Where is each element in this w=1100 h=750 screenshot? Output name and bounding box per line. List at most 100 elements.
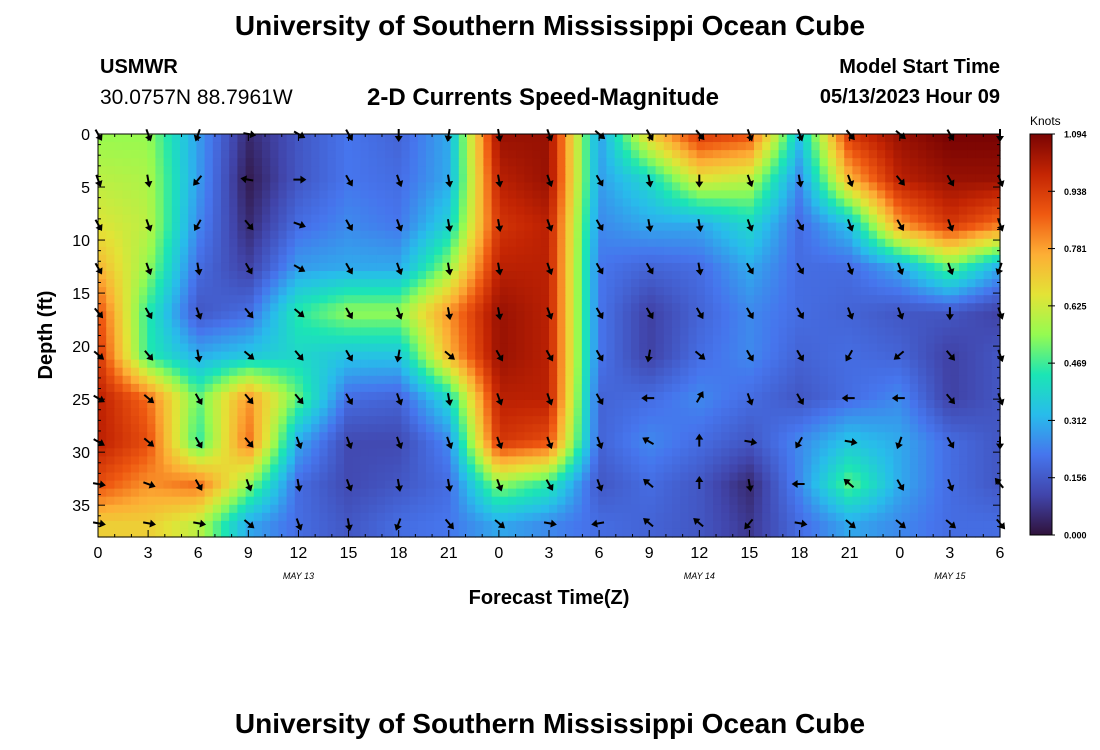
heat-cell xyxy=(524,399,534,409)
heat-cell xyxy=(549,150,558,159)
heat-cell xyxy=(426,343,435,353)
heat-cell xyxy=(754,230,763,240)
heat-cell xyxy=(171,319,181,329)
heat-cell xyxy=(967,206,976,216)
heat-cell xyxy=(319,464,329,474)
heat-cell xyxy=(245,488,255,498)
heat-cell xyxy=(606,343,616,353)
heat-cell xyxy=(303,440,312,449)
heat-cell xyxy=(639,375,648,385)
heat-cell xyxy=(901,158,911,167)
heat-cell xyxy=(909,287,919,296)
heat-cell xyxy=(483,158,493,167)
heat-cell xyxy=(139,472,148,482)
heat-cell xyxy=(950,303,960,312)
heat-cell xyxy=(811,472,821,482)
heat-cell xyxy=(655,408,665,417)
heat-cell xyxy=(516,472,525,482)
heat-cell xyxy=(352,142,361,151)
heat-cell xyxy=(262,440,271,449)
heat-cell xyxy=(885,367,894,377)
heat-cell xyxy=(122,375,132,385)
heat-cell xyxy=(991,295,1001,304)
heat-cell xyxy=(122,198,132,208)
heat-cell xyxy=(442,416,452,425)
heat-cell xyxy=(926,416,935,425)
heat-cell xyxy=(540,271,550,280)
heat-cell xyxy=(196,214,206,224)
heat-cell xyxy=(868,222,878,232)
heat-cell xyxy=(401,383,411,393)
heat-cell xyxy=(885,464,894,474)
heat-cell xyxy=(877,367,886,377)
heat-cell xyxy=(991,214,1001,224)
heat-cell xyxy=(606,448,616,457)
station-name: USMWR xyxy=(100,56,178,78)
heat-cell xyxy=(565,230,575,240)
heat-cell xyxy=(442,295,452,304)
heat-cell xyxy=(827,230,837,240)
heat-cell xyxy=(795,383,804,393)
heat-cell xyxy=(344,375,353,385)
heat-cell xyxy=(909,262,919,272)
heat-cell xyxy=(450,416,460,425)
heat-cell xyxy=(467,150,476,159)
heat-cell xyxy=(98,198,107,208)
heat-cell xyxy=(499,432,509,441)
heat-cell xyxy=(335,319,345,329)
heat-cell xyxy=(590,448,599,457)
heat-cell xyxy=(311,464,320,474)
heat-cell xyxy=(729,238,739,248)
heat-cell xyxy=(877,238,886,248)
heat-cell xyxy=(926,480,935,490)
heat-cell xyxy=(786,150,796,159)
heat-cell xyxy=(311,375,320,385)
heat-cell xyxy=(319,295,329,304)
heat-cell xyxy=(491,488,501,498)
heat-cell xyxy=(844,198,853,208)
heat-cell xyxy=(836,432,845,441)
heat-cell xyxy=(212,416,222,425)
heat-cell xyxy=(188,367,197,377)
heat-cell xyxy=(499,182,509,192)
heat-cell xyxy=(860,432,870,441)
heat-cell xyxy=(180,311,189,320)
heat-cell xyxy=(950,198,960,208)
heat-cell xyxy=(163,488,173,498)
heat-cell xyxy=(286,464,296,474)
heat-cell xyxy=(844,335,853,345)
heat-cell xyxy=(672,367,681,377)
heat-cell xyxy=(458,383,468,393)
heat-cell xyxy=(540,166,550,175)
heat-cell xyxy=(327,327,337,337)
heat-cell xyxy=(663,166,673,175)
heat-cell xyxy=(212,222,222,232)
heat-cell xyxy=(270,182,279,192)
heat-cell xyxy=(877,383,886,393)
heat-cell xyxy=(631,440,640,449)
heat-cell xyxy=(565,262,575,272)
heat-cell xyxy=(475,134,484,143)
heat-cell xyxy=(368,295,378,304)
heat-cell xyxy=(877,142,886,151)
heat-cell xyxy=(508,279,517,288)
heat-cell xyxy=(565,279,575,288)
heat-cell xyxy=(680,319,689,329)
heat-cell xyxy=(721,303,730,312)
heat-cell xyxy=(713,174,722,183)
heat-cell xyxy=(106,262,115,272)
heat-cell xyxy=(852,416,862,425)
heat-cell xyxy=(417,472,427,482)
heat-cell xyxy=(868,480,878,490)
heat-cell xyxy=(188,190,197,200)
heat-cell xyxy=(811,488,821,498)
heat-cell xyxy=(721,343,730,353)
heat-cell xyxy=(106,150,115,159)
heat-cell xyxy=(286,166,296,175)
heat-cell xyxy=(885,472,894,482)
heat-cell xyxy=(827,262,837,272)
heat-cell xyxy=(811,295,821,304)
heat-cell xyxy=(622,359,632,369)
heat-cell xyxy=(811,214,821,224)
heat-cell xyxy=(417,383,427,393)
